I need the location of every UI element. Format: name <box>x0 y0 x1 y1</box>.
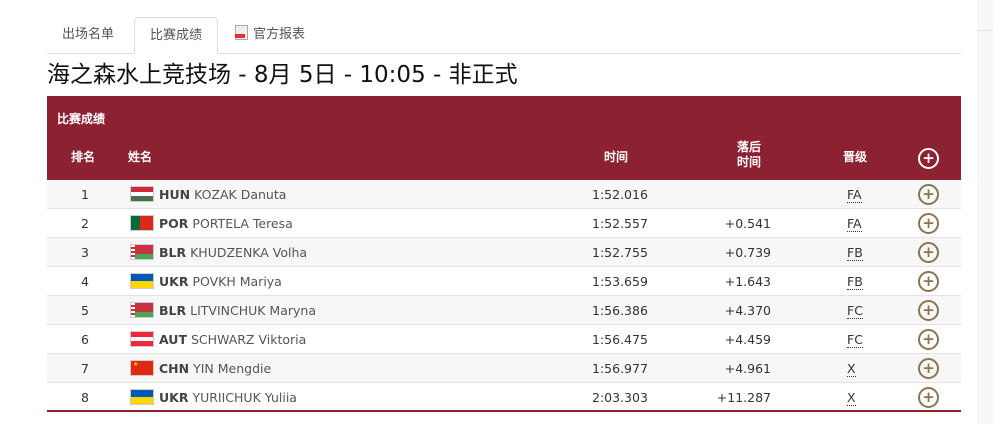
athlete[interactable]: BLR LITVINCHUK Maryna <box>159 303 316 318</box>
rank: 4 <box>81 274 89 289</box>
tab-results[interactable]: 比赛成绩 <box>134 17 219 54</box>
expand-row-icon[interactable]: + <box>918 213 939 234</box>
qualification: X <box>847 361 856 377</box>
header-behind: 落后 时间 <box>737 140 762 169</box>
time: 1:56.386 <box>592 303 648 318</box>
athlete-name: KOZAK Danuta <box>194 187 287 202</box>
behind-time: +4.459 <box>724 332 771 347</box>
table-row: 7 ★ CHN YIN Mengdie 1:56.977 +4.961 X + <box>47 354 961 383</box>
tab-official-report[interactable]: 官方报表 <box>220 17 320 53</box>
expand-row-icon[interactable]: + <box>918 271 939 292</box>
flag-icon <box>130 389 154 405</box>
flag-icon: ★ <box>130 360 154 376</box>
results-table: 比赛成绩 排名 姓名 时间 落后 时间 晋级 + 1 HUN KOZAK Danu… <box>47 96 961 412</box>
qualification: FA <box>847 216 862 232</box>
flag-icon <box>130 302 154 318</box>
behind-time: +11.287 <box>716 390 771 405</box>
athlete-name: PORTELA Teresa <box>192 216 293 231</box>
table-row: 1 HUN KOZAK Danuta 1:52.016 FA + <box>47 180 961 209</box>
qualification: FC <box>847 332 863 348</box>
qualification: X <box>847 390 856 406</box>
page-title: 海之森水上竞技场 - 8月 5日 - 10:05 - 非正式 <box>47 62 518 88</box>
time: 1:52.016 <box>592 187 648 202</box>
noc: CHN <box>159 361 190 376</box>
rank: 3 <box>81 245 89 260</box>
qualification: FC <box>847 303 863 319</box>
athlete-name: YIN Mengdie <box>193 361 272 376</box>
pdf-icon <box>235 25 248 40</box>
rank: 2 <box>81 216 89 231</box>
athlete-name: POVKH Mariya <box>192 274 282 289</box>
rank: 6 <box>81 332 89 347</box>
qualification: FB <box>847 245 863 261</box>
header-name: 姓名 <box>128 150 153 164</box>
behind-time: +1.643 <box>724 274 771 289</box>
qualification: FA <box>847 187 862 203</box>
time: 1:52.557 <box>592 216 648 231</box>
expand-all-icon[interactable]: + <box>918 148 939 169</box>
noc: BLR <box>159 245 187 260</box>
table-caption: 比赛成绩 <box>57 112 106 126</box>
table-row: 2 POR PORTELA Teresa 1:52.557 +0.541 FA … <box>47 209 961 238</box>
table-row: 4 UKR POVKH Mariya 1:53.659 +1.643 FB + <box>47 267 961 296</box>
athlete[interactable]: HUN KOZAK Danuta <box>159 187 286 202</box>
rank: 7 <box>81 361 89 376</box>
expand-row-icon[interactable]: + <box>918 300 939 321</box>
rank: 8 <box>81 390 89 405</box>
tab-label: 官方报表 <box>253 27 306 42</box>
noc: UKR <box>159 390 189 405</box>
athlete-name: YURIICHUK Yuliia <box>192 390 297 405</box>
time: 1:53.659 <box>592 274 648 289</box>
athlete[interactable]: UKR YURIICHUK Yuliia <box>159 390 297 405</box>
expand-row-icon[interactable]: + <box>918 387 939 408</box>
flag-icon <box>130 244 154 260</box>
athlete[interactable]: POR PORTELA Teresa <box>159 216 293 231</box>
behind-time: +0.739 <box>724 245 771 260</box>
rank: 5 <box>81 303 89 318</box>
athlete-name: SCHWARZ Viktoria <box>190 332 307 347</box>
time: 1:52.755 <box>592 245 648 260</box>
rank: 1 <box>81 187 89 202</box>
scrollbar[interactable] <box>977 0 993 424</box>
athlete-name: LITVINCHUK Maryna <box>190 303 316 318</box>
noc: POR <box>159 216 189 231</box>
behind-time: +4.961 <box>724 361 771 376</box>
time: 1:56.475 <box>592 332 648 347</box>
header-qualification: 晋级 <box>843 150 868 164</box>
expand-row-icon[interactable]: + <box>918 329 939 350</box>
table-row: 5 BLR LITVINCHUK Maryna 1:56.386 +4.370 … <box>47 296 961 325</box>
noc: AUT <box>159 332 187 347</box>
flag-icon <box>130 186 154 202</box>
header-time: 时间 <box>604 150 629 164</box>
behind-time: +0.541 <box>724 216 771 231</box>
header-rank: 排名 <box>71 150 96 164</box>
expand-row-icon[interactable]: + <box>918 358 939 379</box>
athlete[interactable]: CHN YIN Mengdie <box>159 361 271 376</box>
athlete[interactable]: BLR KHUDZENKA Volha <box>159 245 307 260</box>
athlete[interactable]: UKR POVKH Mariya <box>159 274 282 289</box>
table-row: 3 BLR KHUDZENKA Volha 1:52.755 +0.739 FB… <box>47 238 961 267</box>
tab-start-list[interactable]: 出场名单 <box>62 27 115 42</box>
athlete[interactable]: AUT SCHWARZ Viktoria <box>159 332 306 347</box>
time: 2:03.303 <box>592 390 648 405</box>
qualification: FB <box>847 274 863 290</box>
noc: UKR <box>159 274 189 289</box>
flag-icon <box>130 331 154 347</box>
table-row: 6 AUT SCHWARZ Viktoria 1:56.475 +4.459 F… <box>47 325 961 354</box>
noc: BLR <box>159 303 187 318</box>
expand-row-icon[interactable]: + <box>918 184 939 205</box>
time: 1:56.977 <box>592 361 648 376</box>
expand-row-icon[interactable]: + <box>918 242 939 263</box>
noc: HUN <box>159 187 191 202</box>
tab-bar: 出场名单 比赛成绩 官方报表 <box>47 17 961 54</box>
behind-time: +4.370 <box>724 303 771 318</box>
flag-icon <box>130 273 154 289</box>
table-row: 8 UKR YURIICHUK Yuliia 2:03.303 +11.287 … <box>47 383 961 412</box>
table-header: 比赛成绩 排名 姓名 时间 落后 时间 晋级 + <box>47 96 961 180</box>
athlete-name: KHUDZENKA Volha <box>190 245 308 260</box>
flag-icon <box>130 215 154 231</box>
